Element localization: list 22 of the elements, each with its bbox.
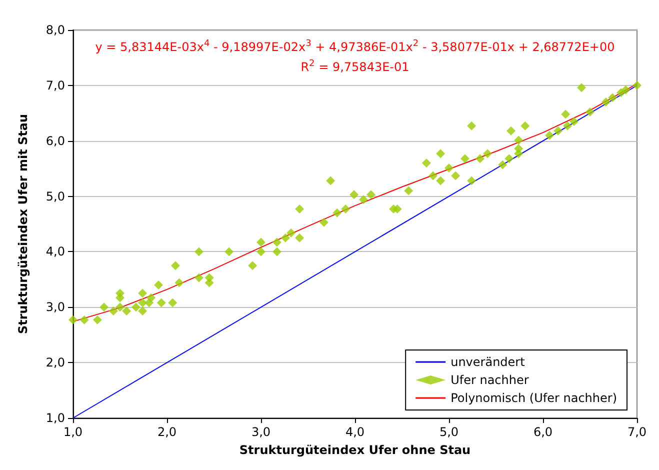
y-axis-title: Strukturgüteindex Ufer mit Stau — [16, 114, 30, 334]
legend-label: Ufer nachher — [450, 373, 529, 387]
annotation: R$^{2}$ = 9,75843E-01 — [300, 58, 410, 76]
x-tick-label: 1,0 — [63, 425, 83, 439]
y-tick-label: 6,0 — [46, 134, 65, 148]
y-tick-label: 3,0 — [46, 300, 65, 314]
y-tick-label: 2,0 — [46, 356, 65, 370]
legend-label: Polynomisch (Ufer nachher) — [450, 391, 618, 405]
x-tick-label: 6,0 — [533, 425, 553, 439]
x-axis-title: Strukturgüteindex Ufer ohne Stau — [239, 443, 471, 457]
annotation: y = 5,83144E-03x$^{4}$ - 9,18997E-02x$^{3}$ + 4,97386E-01x$^{2}$ - 3,58077E-01x + 2,68772E+00 — [94, 38, 616, 56]
x-tick-label: 7,0 — [627, 425, 647, 439]
x-tick-label: 2,0 — [157, 425, 177, 439]
y-tick-label: 1,0 — [46, 411, 65, 425]
y-tick-label: 7,0 — [46, 78, 65, 92]
y-tick-label: 5,0 — [46, 189, 65, 204]
legend-label: unverändert — [450, 355, 526, 369]
x-tick-label: 5,0 — [439, 425, 459, 439]
x-tick-label: 4,0 — [345, 425, 365, 439]
y-tick-label: 8,0 — [46, 23, 65, 37]
y-tick-label: 4,0 — [46, 244, 65, 259]
x-tick-label: 3,0 — [251, 425, 271, 439]
